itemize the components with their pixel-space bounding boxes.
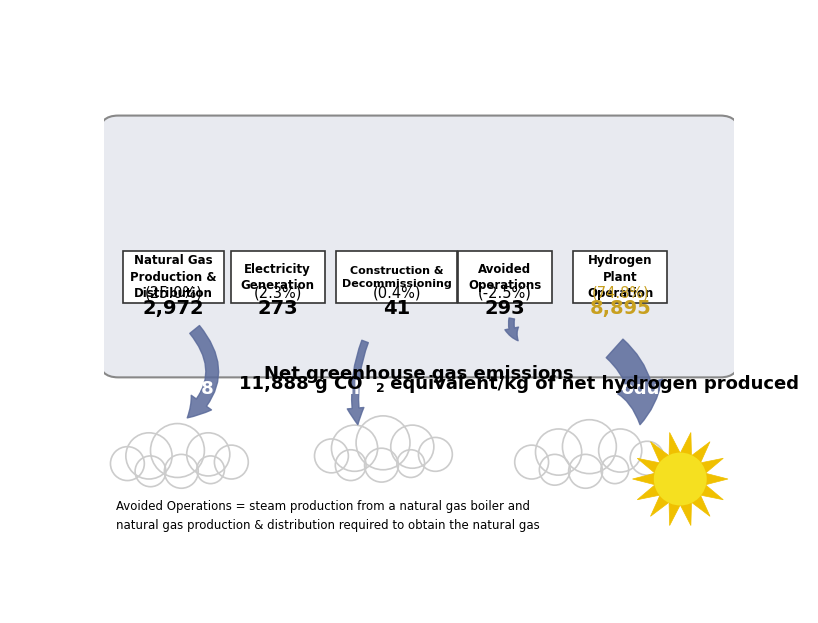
- Polygon shape: [637, 484, 662, 500]
- Circle shape: [630, 441, 664, 475]
- FancyBboxPatch shape: [336, 252, 457, 303]
- Polygon shape: [637, 459, 662, 474]
- Text: Hydrogen
Plant
Operation: Hydrogen Plant Operation: [587, 254, 654, 300]
- Polygon shape: [680, 501, 691, 526]
- Polygon shape: [690, 494, 710, 516]
- Polygon shape: [669, 432, 681, 457]
- Circle shape: [419, 437, 452, 472]
- Circle shape: [110, 447, 144, 480]
- Text: 11,888 g CO: 11,888 g CO: [239, 375, 362, 393]
- Text: Avoided
Operations: Avoided Operations: [468, 262, 542, 292]
- Polygon shape: [699, 484, 723, 500]
- Circle shape: [569, 454, 603, 488]
- FancyBboxPatch shape: [458, 252, 551, 303]
- FancyBboxPatch shape: [573, 252, 667, 303]
- Circle shape: [126, 433, 172, 479]
- Text: Natural Gas
Production &
Distribution: Natural Gas Production & Distribution: [130, 254, 217, 300]
- Text: 8,895: 8,895: [589, 298, 651, 318]
- FancyBboxPatch shape: [99, 116, 739, 378]
- Text: Avoided Operations = steam production from a natural gas boiler and
natural gas : Avoided Operations = steam production fr…: [116, 500, 540, 532]
- Circle shape: [536, 429, 582, 475]
- Circle shape: [196, 456, 224, 483]
- Circle shape: [599, 429, 642, 472]
- Polygon shape: [650, 442, 670, 464]
- Text: (25.0%): (25.0%): [145, 285, 203, 300]
- Text: 293: 293: [484, 298, 525, 318]
- Text: 41: 41: [384, 298, 411, 318]
- Circle shape: [365, 448, 398, 482]
- Circle shape: [601, 456, 629, 483]
- FancyBboxPatch shape: [231, 252, 325, 303]
- Text: (-2.5%): (-2.5%): [478, 285, 532, 300]
- FancyArrowPatch shape: [187, 326, 218, 418]
- Polygon shape: [680, 432, 691, 457]
- Circle shape: [335, 450, 366, 480]
- Text: Net greenhouse gas emissions: Net greenhouse gas emissions: [264, 364, 574, 383]
- Circle shape: [356, 416, 410, 470]
- Text: 2: 2: [376, 382, 384, 395]
- Circle shape: [164, 454, 198, 488]
- FancyArrowPatch shape: [606, 339, 663, 425]
- Circle shape: [539, 454, 570, 485]
- Text: Electricity
Generation: Electricity Generation: [240, 262, 315, 292]
- Text: equivalent/kg of net hydrogen produced: equivalent/kg of net hydrogen produced: [384, 375, 799, 393]
- Polygon shape: [699, 459, 723, 474]
- Circle shape: [151, 424, 204, 477]
- Text: 2,972: 2,972: [143, 298, 204, 318]
- Circle shape: [135, 456, 166, 487]
- Text: 11,888 g CO2 equivalent/kg of net hydrogen produced: 11,888 g CO2 equivalent/kg of net hydrog…: [144, 380, 694, 398]
- Circle shape: [187, 433, 230, 476]
- Polygon shape: [704, 473, 728, 485]
- Polygon shape: [669, 501, 681, 526]
- Polygon shape: [650, 494, 670, 516]
- Circle shape: [515, 445, 549, 479]
- FancyArrowPatch shape: [505, 318, 519, 341]
- Polygon shape: [632, 473, 656, 485]
- Circle shape: [331, 425, 378, 472]
- FancyArrowPatch shape: [348, 340, 368, 425]
- Circle shape: [397, 450, 425, 477]
- Circle shape: [563, 420, 616, 473]
- Text: (2.3%): (2.3%): [254, 285, 302, 300]
- Circle shape: [655, 454, 706, 505]
- Text: (0.4%): (0.4%): [373, 285, 421, 300]
- Circle shape: [391, 425, 434, 468]
- Text: 273: 273: [257, 298, 298, 318]
- FancyBboxPatch shape: [123, 252, 224, 303]
- Circle shape: [314, 439, 348, 473]
- Text: Construction &
Decommissioning: Construction & Decommissioning: [342, 266, 452, 288]
- Text: (74.8%): (74.8%): [591, 285, 649, 300]
- Circle shape: [214, 445, 249, 479]
- Polygon shape: [690, 442, 710, 464]
